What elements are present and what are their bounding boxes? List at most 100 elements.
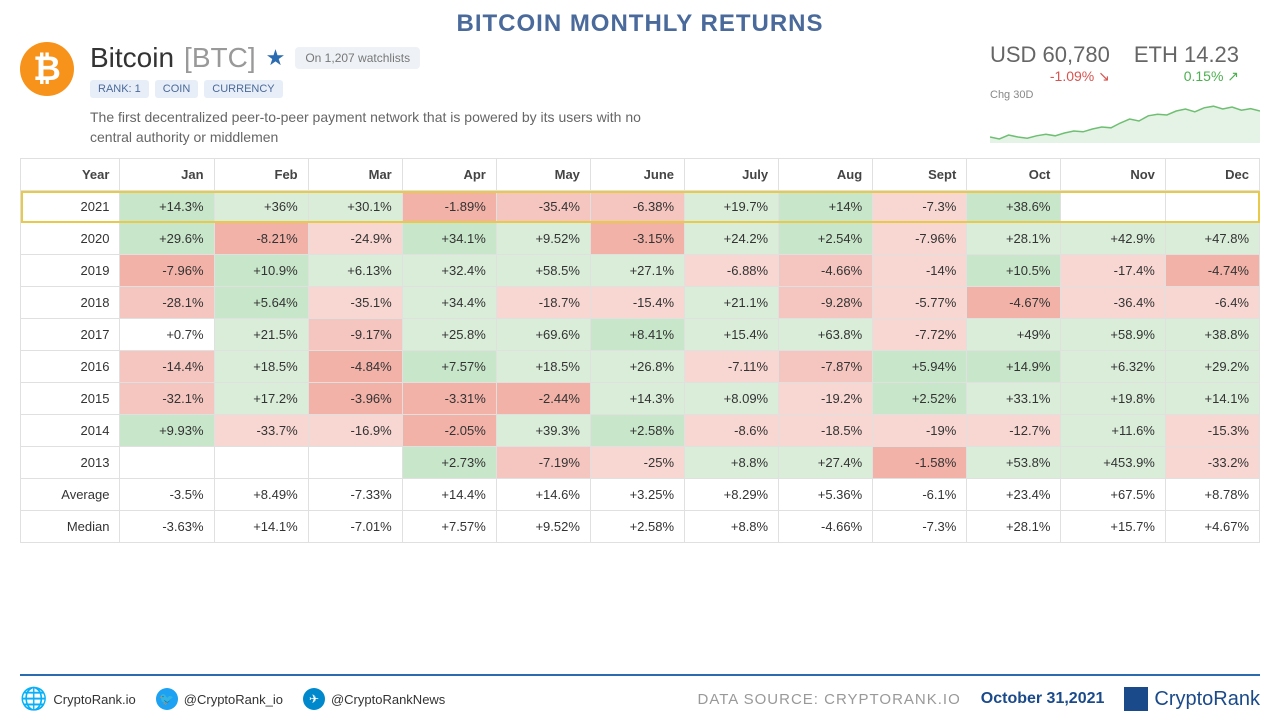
summary-cell: +67.5% xyxy=(1061,479,1165,511)
summary-cell: +8.78% xyxy=(1165,479,1259,511)
return-cell: +27.1% xyxy=(590,255,684,287)
return-cell: +6.13% xyxy=(308,255,402,287)
summary-cell: +9.52% xyxy=(496,511,590,543)
return-cell: -7.3% xyxy=(873,191,967,223)
return-cell: +30.1% xyxy=(308,191,402,223)
year-cell: 2014 xyxy=(21,415,120,447)
column-header: June xyxy=(590,159,684,191)
tag[interactable]: COIN xyxy=(155,80,199,98)
header: ₿ Bitcoin [BTC] ★ On 1,207 watchlists RA… xyxy=(20,42,1260,148)
star-icon[interactable]: ★ xyxy=(266,45,286,71)
summary-cell: +8.49% xyxy=(214,479,308,511)
return-cell: -5.77% xyxy=(873,287,967,319)
return-cell: -7.72% xyxy=(873,319,967,351)
twitter-icon: 🐦 xyxy=(156,688,178,710)
data-source: DATA SOURCE: CRYPTORANK.IO xyxy=(697,691,960,708)
return-cell: +21.1% xyxy=(685,287,779,319)
return-cell: -15.4% xyxy=(590,287,684,319)
summary-cell: -6.1% xyxy=(873,479,967,511)
return-cell: -17.4% xyxy=(1061,255,1165,287)
table-row: 2021+14.3%+36%+30.1%-1.89%-35.4%-6.38%+1… xyxy=(21,191,1260,223)
telegram-icon: ✈ xyxy=(303,688,325,710)
coin-ticker: [BTC] xyxy=(184,42,256,74)
return-cell: -4.67% xyxy=(967,287,1061,319)
column-header: July xyxy=(685,159,779,191)
return-cell xyxy=(1165,191,1259,223)
column-header: Year xyxy=(21,159,120,191)
coin-description: The first decentralized peer-to-peer pay… xyxy=(90,108,650,147)
return-cell: +28.1% xyxy=(967,223,1061,255)
summary-cell: +14.4% xyxy=(402,479,496,511)
return-cell: -12.7% xyxy=(967,415,1061,447)
return-cell: +10.9% xyxy=(214,255,308,287)
return-cell: +15.4% xyxy=(685,319,779,351)
return-cell xyxy=(308,447,402,479)
return-cell: -35.1% xyxy=(308,287,402,319)
column-header: Aug xyxy=(779,159,873,191)
return-cell: -18.5% xyxy=(779,415,873,447)
column-header: Apr xyxy=(402,159,496,191)
return-cell: -4.84% xyxy=(308,351,402,383)
column-header: Jan xyxy=(120,159,214,191)
return-cell: +38.8% xyxy=(1165,319,1259,351)
return-cell: -3.31% xyxy=(402,383,496,415)
return-cell: +7.57% xyxy=(402,351,496,383)
summary-label: Median xyxy=(21,511,120,543)
summary-cell: +5.36% xyxy=(779,479,873,511)
table-row: 2018-28.1%+5.64%-35.1%+34.4%-18.7%-15.4%… xyxy=(21,287,1260,319)
return-cell: -4.66% xyxy=(779,255,873,287)
return-cell: +33.1% xyxy=(967,383,1061,415)
return-cell: -2.44% xyxy=(496,383,590,415)
return-cell: -36.4% xyxy=(1061,287,1165,319)
return-cell: -7.11% xyxy=(685,351,779,383)
summary-cell: +8.29% xyxy=(685,479,779,511)
sparkline-chart xyxy=(990,103,1260,143)
watchlist-badge: On 1,207 watchlists xyxy=(295,47,420,69)
year-cell: 2015 xyxy=(21,383,120,415)
summary-cell: +15.7% xyxy=(1061,511,1165,543)
footer-site[interactable]: CryptoRank.io xyxy=(53,692,135,707)
table-row: 2014+9.93%-33.7%-16.9%-2.05%+39.3%+2.58%… xyxy=(21,415,1260,447)
year-cell: 2020 xyxy=(21,223,120,255)
return-cell: +5.94% xyxy=(873,351,967,383)
return-cell: +63.8% xyxy=(779,319,873,351)
return-cell: +27.4% xyxy=(779,447,873,479)
brand-icon xyxy=(1124,687,1148,711)
summary-cell: -7.33% xyxy=(308,479,402,511)
tag[interactable]: CURRENCY xyxy=(204,80,282,98)
return-cell: +2.73% xyxy=(402,447,496,479)
summary-row: Average-3.5%+8.49%-7.33%+14.4%+14.6%+3.2… xyxy=(21,479,1260,511)
return-cell: -28.1% xyxy=(120,287,214,319)
column-header: Oct xyxy=(967,159,1061,191)
year-cell: 2021 xyxy=(21,191,120,223)
return-cell: +36% xyxy=(214,191,308,223)
return-cell: -7.96% xyxy=(120,255,214,287)
footer-twitter[interactable]: @CryptoRank_io xyxy=(184,692,283,707)
return-cell: +14.3% xyxy=(120,191,214,223)
footer-telegram[interactable]: @CryptoRankNews xyxy=(331,692,445,707)
year-cell: 2017 xyxy=(21,319,120,351)
summary-cell: +28.1% xyxy=(967,511,1061,543)
tag[interactable]: RANK: 1 xyxy=(90,80,149,98)
return-cell: +2.58% xyxy=(590,415,684,447)
return-cell: -2.05% xyxy=(402,415,496,447)
summary-row: Median-3.63%+14.1%-7.01%+7.57%+9.52%+2.5… xyxy=(21,511,1260,543)
column-header: Dec xyxy=(1165,159,1259,191)
summary-cell: +2.58% xyxy=(590,511,684,543)
summary-cell: -3.5% xyxy=(120,479,214,511)
summary-cell: -3.63% xyxy=(120,511,214,543)
column-header: May xyxy=(496,159,590,191)
return-cell: +2.54% xyxy=(779,223,873,255)
return-cell: +14% xyxy=(779,191,873,223)
brand: CryptoRank xyxy=(1124,687,1260,711)
summary-cell: +8.8% xyxy=(685,511,779,543)
coin-name: Bitcoin xyxy=(90,42,174,74)
return-cell: +9.93% xyxy=(120,415,214,447)
return-cell: -14.4% xyxy=(120,351,214,383)
table-row: 2015-32.1%+17.2%-3.96%-3.31%-2.44%+14.3%… xyxy=(21,383,1260,415)
return-cell: +0.7% xyxy=(120,319,214,351)
summary-cell: -7.01% xyxy=(308,511,402,543)
return-cell: +49% xyxy=(967,319,1061,351)
return-cell: +18.5% xyxy=(496,351,590,383)
return-cell: -6.38% xyxy=(590,191,684,223)
